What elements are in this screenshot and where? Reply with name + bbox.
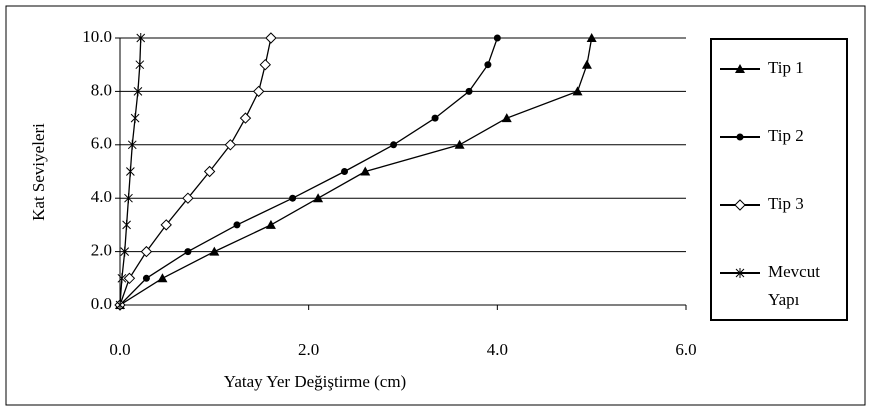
x-tick-label: 0.0 (109, 340, 130, 359)
x-tick-label: 6.0 (675, 340, 696, 359)
marker (160, 219, 172, 231)
marker (122, 219, 131, 230)
y-tick-label: 8.0 (91, 80, 112, 99)
marker (133, 86, 143, 97)
marker (341, 168, 349, 175)
legend-entry: Tip 3 (712, 190, 846, 250)
marker (233, 221, 241, 229)
series-line (119, 37, 272, 306)
x-tick-label: 2.0 (298, 340, 319, 359)
legend-symbol (720, 268, 760, 278)
marker (501, 113, 512, 123)
marker (735, 268, 745, 278)
marker (203, 165, 216, 178)
marker (265, 32, 277, 44)
marker (313, 193, 324, 203)
marker (130, 113, 140, 124)
marker (224, 139, 237, 151)
marker (265, 219, 276, 229)
legend-label: Mevcut Yapı (768, 262, 820, 309)
x-axis-label: Yatay Yer Değiştirme (cm) (224, 372, 406, 391)
legend-label: Tip 1 (768, 58, 804, 77)
marker (184, 248, 192, 256)
series-line (119, 37, 593, 306)
y-tick-label: 10.0 (82, 27, 112, 46)
marker (390, 141, 398, 149)
marker (126, 166, 135, 177)
series-line (119, 37, 498, 306)
marker (115, 300, 125, 310)
x-tick-label: 4.0 (487, 340, 508, 359)
y-tick-label: 0.0 (91, 294, 112, 313)
legend: Tip 1 Tip 2 Tip 3 Mevcut Yapı (710, 38, 848, 321)
marker (736, 133, 744, 141)
y-tick-label: 4.0 (91, 187, 112, 206)
marker (484, 61, 492, 69)
marker (140, 245, 153, 258)
legend-entry: Tip 1 (712, 54, 846, 114)
legend-label: Tip 2 (768, 126, 804, 145)
y-tick-label: 2.0 (91, 241, 112, 260)
marker (360, 166, 371, 176)
marker (289, 194, 297, 202)
legend-symbol (720, 64, 760, 73)
marker (182, 192, 194, 204)
marker (734, 199, 746, 211)
marker (117, 273, 127, 284)
legend-entry: Mevcut Yapı (712, 258, 846, 318)
marker (123, 272, 136, 285)
marker (127, 139, 137, 150)
legend-symbol (720, 199, 760, 211)
marker (581, 59, 592, 69)
marker (431, 114, 439, 122)
y-tick-label: 6.0 (91, 134, 112, 153)
marker (209, 246, 220, 256)
marker (465, 87, 473, 95)
marker (252, 85, 265, 98)
marker (124, 193, 133, 204)
marker (157, 273, 168, 283)
marker (586, 33, 597, 42)
marker (259, 58, 271, 71)
marker (120, 246, 130, 257)
marker (572, 86, 583, 96)
y-axis-label: Kat Seviyeleri (29, 123, 48, 221)
marker (735, 64, 745, 73)
legend-entry: Tip 2 (712, 122, 846, 182)
marker (142, 274, 150, 282)
marker (239, 112, 252, 124)
marker (135, 59, 145, 70)
marker (493, 34, 501, 42)
marker (454, 139, 465, 149)
frame (5, 5, 866, 406)
legend-symbol (720, 133, 760, 141)
legend-label: Tip 3 (768, 194, 804, 213)
marker (136, 33, 146, 43)
